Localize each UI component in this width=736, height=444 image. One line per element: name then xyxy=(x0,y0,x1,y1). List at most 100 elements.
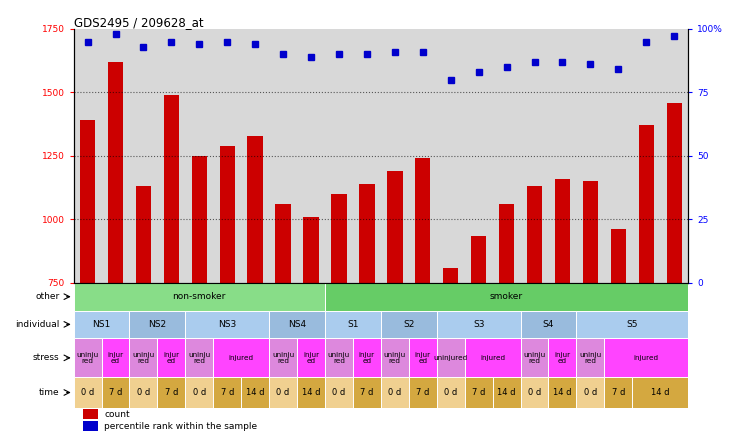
Text: uninju
red: uninju red xyxy=(77,352,99,364)
Bar xyxy=(359,184,375,283)
Bar xyxy=(130,377,158,408)
Text: 0 d: 0 d xyxy=(584,388,597,397)
Bar xyxy=(381,310,436,338)
Text: 0 d: 0 d xyxy=(388,388,401,397)
Bar xyxy=(520,310,576,338)
Text: S1: S1 xyxy=(347,320,358,329)
Text: non-smoker: non-smoker xyxy=(173,292,226,301)
Text: injur
ed: injur ed xyxy=(414,352,431,364)
Text: 0 d: 0 d xyxy=(277,388,290,397)
Bar xyxy=(415,159,431,283)
Bar xyxy=(213,338,269,377)
Bar xyxy=(632,377,688,408)
Text: uninju
red: uninju red xyxy=(188,352,210,364)
Text: NS4: NS4 xyxy=(288,320,306,329)
Text: 0 d: 0 d xyxy=(444,388,457,397)
Bar xyxy=(102,338,130,377)
Bar xyxy=(408,338,436,377)
Bar xyxy=(408,377,436,408)
Text: 7 d: 7 d xyxy=(165,388,178,397)
Bar xyxy=(667,103,682,283)
Bar xyxy=(436,338,464,377)
Bar xyxy=(611,230,626,283)
Text: 0 d: 0 d xyxy=(528,388,541,397)
Text: other: other xyxy=(35,292,60,301)
Bar xyxy=(471,236,486,283)
Bar xyxy=(163,95,179,283)
Bar xyxy=(297,338,325,377)
Bar xyxy=(185,377,213,408)
Bar xyxy=(576,338,604,377)
Bar xyxy=(436,377,464,408)
Text: 14 d: 14 d xyxy=(246,388,264,397)
Bar xyxy=(107,62,123,283)
Bar xyxy=(80,120,95,283)
Bar xyxy=(219,146,235,283)
Text: NS2: NS2 xyxy=(149,320,166,329)
Text: 7 d: 7 d xyxy=(612,388,625,397)
Text: injur
ed: injur ed xyxy=(554,352,570,364)
Text: percentile rank within the sample: percentile rank within the sample xyxy=(105,421,258,431)
Text: uninju
red: uninju red xyxy=(328,352,350,364)
Bar xyxy=(325,338,353,377)
Text: injured: injured xyxy=(229,355,254,361)
Bar xyxy=(247,135,263,283)
Text: uninju
red: uninju red xyxy=(272,352,294,364)
Bar xyxy=(381,338,408,377)
Bar xyxy=(548,338,576,377)
Bar xyxy=(576,310,688,338)
Text: time: time xyxy=(39,388,60,397)
Bar xyxy=(325,310,381,338)
Text: individual: individual xyxy=(15,320,60,329)
Bar xyxy=(74,377,102,408)
Bar xyxy=(499,204,514,283)
Text: 14 d: 14 d xyxy=(553,388,572,397)
Bar xyxy=(583,181,598,283)
Bar xyxy=(604,377,632,408)
Text: smoker: smoker xyxy=(490,292,523,301)
Bar xyxy=(102,377,130,408)
Bar xyxy=(464,338,520,377)
Text: count: count xyxy=(105,410,130,419)
Bar xyxy=(353,377,381,408)
Text: 7 d: 7 d xyxy=(360,388,374,397)
Text: 0 d: 0 d xyxy=(81,388,94,397)
Bar xyxy=(325,283,688,310)
Bar xyxy=(548,377,576,408)
Bar xyxy=(464,377,492,408)
Bar xyxy=(387,171,403,283)
Text: S4: S4 xyxy=(542,320,554,329)
Bar xyxy=(130,310,185,338)
Text: 0 d: 0 d xyxy=(193,388,206,397)
Bar xyxy=(74,338,102,377)
Text: uninju
red: uninju red xyxy=(579,352,601,364)
Bar xyxy=(83,409,98,419)
Text: S3: S3 xyxy=(473,320,484,329)
Bar xyxy=(158,338,185,377)
Bar xyxy=(269,377,297,408)
Bar xyxy=(191,156,207,283)
Bar xyxy=(241,377,269,408)
Bar xyxy=(555,178,570,283)
Text: injured: injured xyxy=(634,355,659,361)
Text: 7 d: 7 d xyxy=(109,388,122,397)
Bar xyxy=(297,377,325,408)
Text: 7 d: 7 d xyxy=(221,388,234,397)
Bar xyxy=(527,186,542,283)
Text: NS3: NS3 xyxy=(218,320,236,329)
Bar xyxy=(443,268,459,283)
Text: 14 d: 14 d xyxy=(651,388,670,397)
Text: 14 d: 14 d xyxy=(302,388,320,397)
Text: injur
ed: injur ed xyxy=(107,352,124,364)
Bar xyxy=(158,377,185,408)
Bar xyxy=(639,125,654,283)
Bar xyxy=(520,377,548,408)
Bar xyxy=(303,217,319,283)
Bar xyxy=(213,377,241,408)
Text: 0 d: 0 d xyxy=(333,388,346,397)
Bar xyxy=(185,338,213,377)
Bar xyxy=(74,283,325,310)
Bar xyxy=(275,204,291,283)
Text: S5: S5 xyxy=(626,320,638,329)
Text: injured: injured xyxy=(480,355,505,361)
